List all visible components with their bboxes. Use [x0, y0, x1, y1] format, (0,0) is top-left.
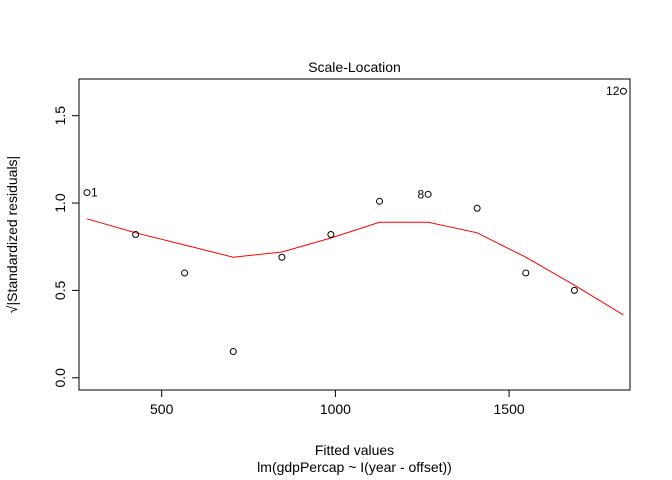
data-point	[570, 286, 578, 294]
data-point	[229, 348, 237, 356]
data-point	[376, 197, 384, 205]
y-tick-label: 0.5	[52, 280, 68, 300]
x-axis-label: Fitted values	[315, 442, 394, 458]
x-tick-label: 500	[150, 401, 174, 417]
data-point	[424, 190, 432, 198]
y-tick-label: 0.0	[52, 368, 68, 388]
y-tick-label: 1.5	[52, 106, 68, 126]
data-point	[83, 189, 91, 197]
point-label: 8	[417, 187, 424, 201]
data-point	[278, 253, 286, 261]
smoother-layer	[86, 218, 624, 316]
data-point	[473, 204, 481, 212]
smoother-line	[86, 218, 624, 316]
point-label: 1	[91, 186, 98, 200]
data-point	[522, 269, 530, 277]
point-label: 12	[606, 84, 620, 98]
x-axis: 500 1000 1500	[150, 389, 525, 417]
y-axis: 0.0 0.5 1.0 1.5	[52, 106, 80, 388]
x-tick-label: 1500	[494, 401, 525, 417]
y-axis-label: √|Standardized residuals|	[4, 156, 20, 313]
x-tick-label: 1000	[320, 401, 351, 417]
data-point	[327, 231, 335, 238]
data-point	[181, 269, 189, 277]
data-point	[132, 231, 140, 238]
y-tick-label: 1.0	[52, 193, 68, 213]
points-layer: 1 812	[83, 84, 627, 356]
data-point	[619, 87, 627, 95]
chart-title: Scale-Location	[308, 59, 401, 75]
chart-subtitle: lm(gdpPercap ~ I(year - offset))	[257, 459, 452, 475]
